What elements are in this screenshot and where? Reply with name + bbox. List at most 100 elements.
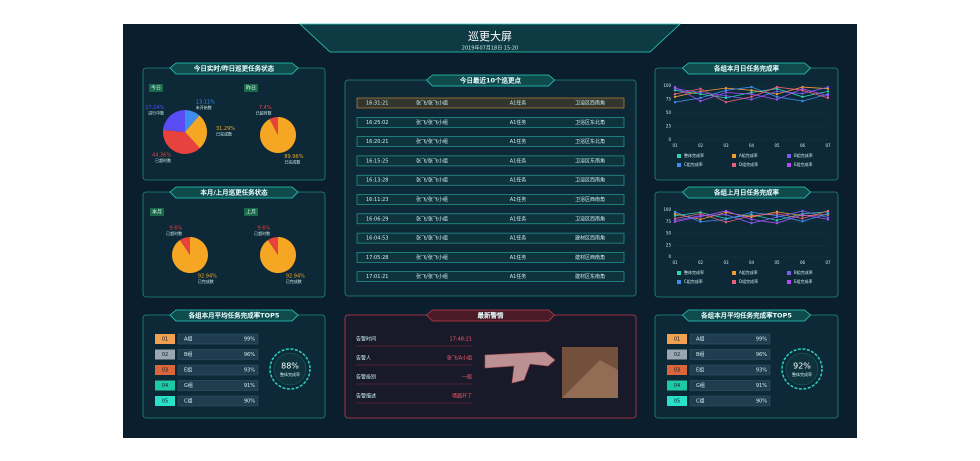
panel-title: 各组本月平均任务完成率TOP5 — [188, 311, 280, 320]
pie-category-label: 已完成数 — [216, 131, 232, 137]
series-point — [724, 94, 728, 97]
patrol-cell: A1任务 — [510, 273, 527, 280]
series-point — [826, 216, 830, 219]
panel-frame — [344, 79, 637, 297]
series-point — [775, 95, 779, 99]
overall-ring — [781, 348, 823, 390]
series-point — [673, 85, 677, 89]
series-point — [699, 220, 702, 223]
group-rate: 99% — [244, 337, 255, 343]
series-point — [673, 95, 677, 99]
series-point — [775, 214, 779, 217]
panel-title: 各组上月日任务完成率 — [713, 188, 780, 197]
rank-bar — [689, 380, 771, 391]
panel-title-banner — [681, 62, 812, 75]
series-point — [673, 214, 677, 217]
rank: 01 — [162, 337, 168, 343]
rank: 04 — [674, 383, 680, 389]
patrol-row — [356, 155, 625, 167]
patrol-cell: A1任务 — [510, 196, 527, 203]
y-tick-label: 75 — [666, 219, 672, 224]
panel-title-banner — [169, 309, 299, 322]
rank: 04 — [162, 383, 168, 389]
overall-rate: 92% — [793, 362, 811, 371]
patrol-cell: 张飞/张飞小组 — [416, 100, 448, 107]
patrol-cell: 16:06:29 — [366, 216, 388, 222]
pie-slice — [268, 237, 278, 255]
x-tick-label: 05 — [774, 260, 780, 265]
pie-tag-bg — [244, 84, 258, 92]
pie-category-label: 已完成数 — [198, 278, 214, 284]
series-point — [724, 221, 728, 224]
group-name: A组 — [696, 336, 704, 343]
pie-value-label: 9.6% — [257, 226, 270, 232]
y-tick-label: 50 — [666, 110, 672, 115]
legend-label: C组完成率 — [684, 278, 703, 284]
series-point — [750, 85, 753, 89]
rank: 01 — [674, 337, 680, 343]
overall-label: 整体完成率 — [792, 371, 812, 377]
alert-field-label: 告警时间 — [356, 336, 376, 343]
y-tick-label: 50 — [666, 231, 672, 236]
series-point — [750, 89, 753, 92]
series-point — [673, 101, 677, 104]
legend-label: B组完成率 — [794, 269, 813, 275]
series-point — [750, 92, 753, 96]
panel-title: 本月/上月巡更任务状态 — [200, 188, 268, 197]
pie-category-label: 已超时数 — [155, 157, 171, 163]
x-tick-label: 03 — [723, 260, 729, 265]
group-rate: 91% — [756, 383, 767, 389]
group-name: B组 — [696, 351, 704, 358]
panel-title-banner — [425, 74, 556, 87]
legend-label: C组完成率 — [684, 161, 703, 167]
series-point — [750, 214, 753, 217]
group-name: A组 — [184, 336, 192, 343]
series-point — [775, 98, 779, 101]
pie-slice — [180, 237, 190, 255]
patrol-cell: 建材区东南角 — [575, 273, 605, 280]
rank: 02 — [162, 352, 168, 358]
patrol-cell: 16:15:25 — [366, 158, 388, 164]
series-point — [826, 212, 830, 215]
series-point — [724, 96, 728, 100]
rank-badge — [155, 334, 175, 344]
patrol-cell: 16:13:28 — [366, 178, 388, 184]
patrol-cell: 卫浴区东北角 — [575, 119, 605, 126]
series-point — [673, 220, 677, 223]
patrol-cell: 建材区西南角 — [575, 235, 605, 242]
legend-label: B组完成率 — [794, 152, 813, 158]
group-name: E组 — [696, 367, 704, 374]
series-point — [775, 90, 779, 93]
series-point — [775, 85, 779, 89]
legend-label: 整体完成率 — [684, 269, 704, 275]
patrol-cell: 卫浴区东北角 — [575, 138, 605, 145]
series-point — [724, 213, 728, 216]
pie-tag: 昨日 — [246, 85, 256, 92]
patrol-cell: 卫浴区西南角 — [575, 177, 605, 184]
header-banner — [298, 23, 682, 53]
rank-badge — [667, 334, 687, 344]
rank-bar — [689, 395, 771, 407]
patrol-row — [356, 136, 625, 147]
series-point — [673, 92, 677, 96]
panel-title-banner — [425, 309, 556, 322]
pie-slice — [269, 117, 278, 135]
legend-swatch — [677, 154, 681, 158]
pie-value-label: 13.11% — [196, 99, 215, 105]
legend-label: 整体完成率 — [684, 152, 704, 158]
series-point — [750, 218, 753, 221]
x-tick-label: 07 — [825, 260, 831, 265]
group-rate: 91% — [244, 383, 255, 389]
y-tick-label: 25 — [666, 124, 672, 129]
pie-value-label: 92.94% — [286, 273, 305, 279]
y-tick-label: 0 — [668, 137, 671, 142]
series-point — [673, 210, 677, 214]
patrol-cell: 张飞/张飞小组 — [416, 138, 448, 145]
patrol-cell: 16:31:21 — [366, 101, 388, 107]
patrol-cell: 卫浴区东南角 — [575, 157, 605, 164]
legend-label: A组完成率 — [739, 152, 758, 158]
panel-title: 各组本月平均任务完成率TOP5 — [700, 311, 792, 320]
rank-bar — [177, 364, 259, 376]
patrol-row — [356, 117, 625, 128]
rank-badge — [155, 380, 175, 391]
